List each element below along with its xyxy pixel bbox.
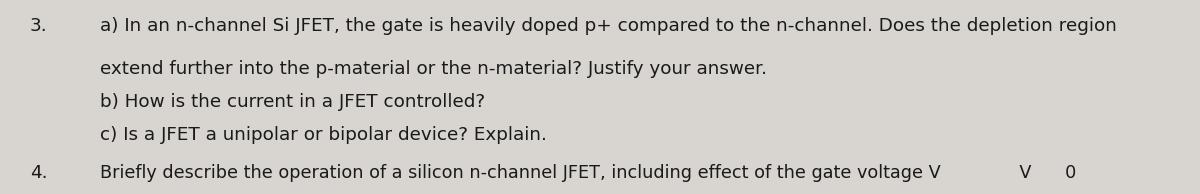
Text: extend further into the p-material or the n-material? Justify your answer.: extend further into the p-material or th… <box>100 60 767 78</box>
Text: 3.: 3. <box>30 17 48 35</box>
Text: c) Is a JFET a unipolar or bipolar device? Explain.: c) Is a JFET a unipolar or bipolar devic… <box>100 126 547 144</box>
Text: b) How is the current in a JFET controlled?: b) How is the current in a JFET controll… <box>100 93 485 111</box>
Text: a) In an n-channel Si JFET, the gate is heavily doped p+ compared to the n-chann: a) In an n-channel Si JFET, the gate is … <box>100 17 1117 35</box>
Text: 4.: 4. <box>30 164 48 182</box>
Text: Briefly describe the operation of a silicon n-channel JFET, including effect of : Briefly describe the operation of a sili… <box>100 164 1076 182</box>
